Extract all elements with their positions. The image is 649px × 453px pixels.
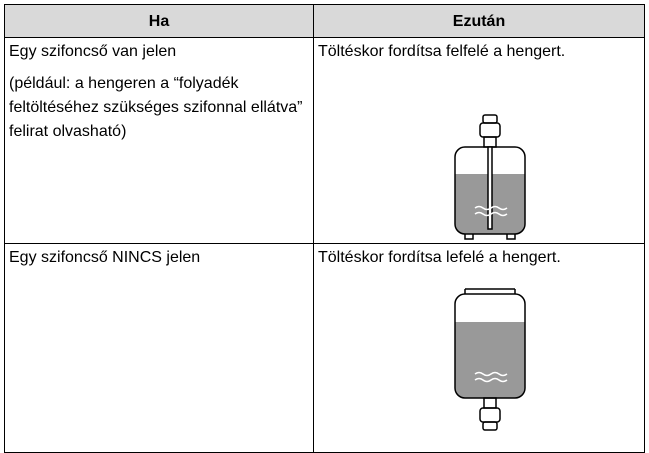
paragraph: Egy szifoncső NINCS jelen (9, 249, 201, 266)
cylinder-icon-up (454, 114, 526, 240)
paragraph: Töltéskor fordítsa felfelé a hengert. (318, 43, 566, 60)
table-cell: Egy szifoncső NINCS jelen (4, 243, 314, 453)
paragraph: (például: a hengeren a “folyadék feltölt… (9, 75, 303, 140)
paragraph: Egy szifoncső van jelen (9, 43, 177, 60)
cylinder-icon-down (454, 288, 526, 431)
header-cell: Ezután (313, 4, 645, 38)
header-cell: Ha (4, 4, 314, 38)
paragraph: Töltéskor fordítsa lefelé a hengert. (318, 249, 561, 266)
table-cell: Egy szifoncső van jelen (például: a heng… (4, 37, 314, 244)
